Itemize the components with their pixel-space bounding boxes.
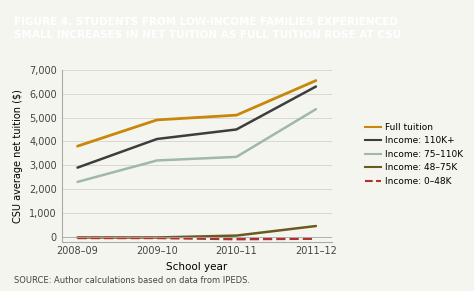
Y-axis label: CSU average net tuition ($): CSU average net tuition ($): [13, 89, 23, 223]
X-axis label: School year: School year: [166, 262, 228, 272]
Text: FIGURE 4. STUDENTS FROM LOW-INCOME FAMILIES EXPERIENCED
SMALL INCREASES IN NET T: FIGURE 4. STUDENTS FROM LOW-INCOME FAMIL…: [14, 17, 401, 40]
Text: SOURCE: Author calculations based on data from IPEDS.: SOURCE: Author calculations based on dat…: [14, 276, 250, 285]
Legend: Full tuition, Income: 110K+, Income: 75–110K, Income: 48–75K, Income: 0–48K: Full tuition, Income: 110K+, Income: 75–…: [361, 119, 467, 189]
